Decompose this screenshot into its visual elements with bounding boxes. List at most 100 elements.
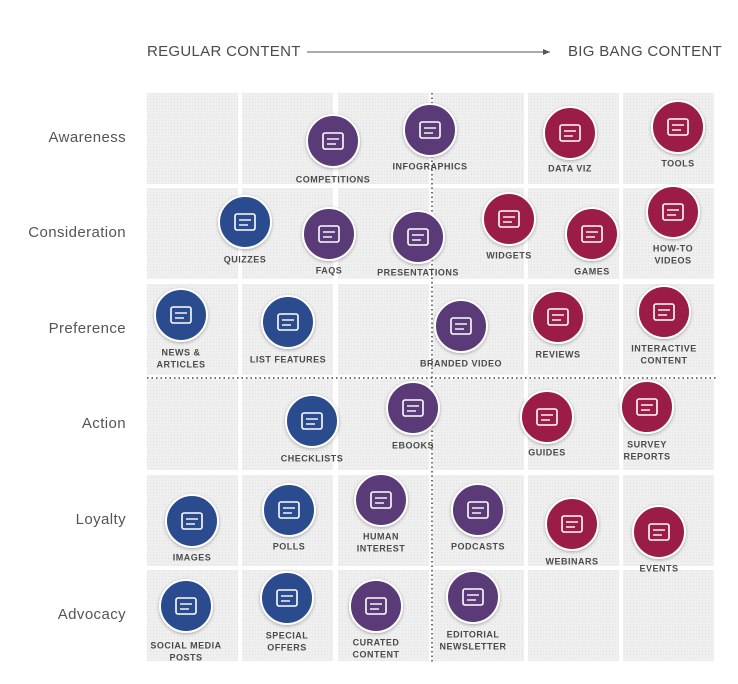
node-icon	[536, 408, 558, 426]
node-icon	[407, 228, 429, 246]
node-circle	[637, 285, 691, 339]
node-icon	[402, 399, 424, 417]
grid	[147, 93, 714, 661]
node-label: FAQS	[316, 265, 343, 275]
node-label: INFOGRAPHICS	[392, 161, 467, 171]
node-icon	[277, 313, 299, 331]
node-icon	[318, 225, 340, 243]
node: NEWS & ARTICLES	[154, 288, 208, 369]
node: QUIZZES	[218, 195, 272, 264]
node-icon	[667, 118, 689, 136]
node-label: EVENTS	[639, 563, 678, 573]
node: PODCASTS	[451, 483, 505, 551]
node-label: IMAGES	[173, 552, 212, 562]
node-icon	[662, 203, 684, 221]
node-label: REPORTS	[623, 451, 670, 461]
node-circle	[543, 106, 597, 160]
node-label: POSTS	[169, 652, 202, 662]
cell	[147, 93, 238, 184]
node-label: WIDGETS	[486, 250, 532, 260]
node-label: ARTICLES	[157, 359, 206, 369]
node-label: OFFERS	[267, 642, 307, 652]
node-label: EDITORIAL	[447, 629, 500, 639]
node: HOW-TO VIDEOS	[646, 185, 700, 265]
node-label: PRESENTATIONS	[377, 267, 459, 277]
node-label: POLLS	[273, 541, 306, 551]
node-icon	[370, 491, 392, 509]
node-circle	[451, 483, 505, 537]
node-label: REVIEWS	[535, 349, 580, 359]
node: LIST FEATURES	[250, 295, 326, 364]
node-icon	[648, 523, 670, 541]
node: SOCIAL MEDIA POSTS	[150, 579, 221, 662]
node: POLLS	[262, 483, 316, 551]
node: SURVEY REPORTS	[620, 380, 674, 461]
node-label: CONTENT	[641, 355, 688, 365]
row-label: Awareness	[48, 129, 126, 146]
node: HUMAN INTEREST	[354, 473, 408, 553]
node-label: TOOLS	[661, 158, 694, 168]
node-label: CURATED	[353, 637, 400, 647]
node: IMAGES	[165, 494, 219, 562]
node-circle	[159, 579, 213, 633]
node-circle	[154, 288, 208, 342]
node-icon	[653, 303, 675, 321]
node-circle	[260, 571, 314, 625]
node-label: QUIZZES	[224, 254, 267, 264]
node-circle	[520, 390, 574, 444]
node-circle	[261, 295, 315, 349]
node-icon	[636, 398, 658, 416]
cell	[433, 379, 524, 470]
header-right: BIG BANG CONTENT	[568, 43, 722, 60]
node-label: CHECKLISTS	[281, 453, 344, 463]
node: EDITORIAL NEWSLETTER	[440, 570, 506, 651]
node-label: BRANDED VIDEO	[420, 358, 502, 368]
node: BRANDED VIDEO	[420, 299, 502, 368]
node-icon	[276, 589, 298, 607]
node-icon	[234, 213, 256, 231]
node-label: LIST FEATURES	[250, 354, 326, 364]
node-circle	[218, 195, 272, 249]
node-icon	[278, 501, 300, 519]
header-left: REGULAR CONTENT	[147, 43, 301, 60]
node: EBOOKS	[386, 381, 440, 450]
node-label: VIDEOS	[654, 255, 691, 265]
cell	[623, 570, 714, 661]
node: WIDGETS	[482, 192, 536, 260]
node-label: NEWS &	[162, 347, 201, 357]
node-circle	[285, 394, 339, 448]
node-label: PODCASTS	[451, 541, 505, 551]
node: SPECIAL OFFERS	[260, 571, 314, 652]
node-icon	[467, 501, 489, 519]
node-label: INTERACTIVE	[631, 343, 697, 353]
row-label: Advocacy	[58, 606, 126, 623]
node-icon	[365, 597, 387, 615]
node-icon	[450, 317, 472, 335]
node: INTERACTIVE CONTENT	[631, 285, 697, 365]
node: DATA VIZ	[543, 106, 597, 173]
node-icon	[301, 412, 323, 430]
node-circle	[531, 290, 585, 344]
node-icon	[175, 597, 197, 615]
node-icon	[547, 308, 569, 326]
node-circle	[391, 210, 445, 264]
node-label: HUMAN	[363, 531, 399, 541]
node-label: INTEREST	[357, 543, 406, 553]
node: COMPETITIONS	[296, 114, 371, 184]
node-circle	[646, 185, 700, 239]
node-label: SURVEY	[627, 439, 667, 449]
row-labels: Awareness Consideration Preference Action Lo…	[28, 129, 126, 623]
node-icon	[581, 225, 603, 243]
node-label: SOCIAL MEDIA	[150, 640, 221, 650]
node: GUIDES	[520, 390, 574, 457]
node-icon	[322, 132, 344, 150]
node: FAQS	[302, 207, 356, 275]
node-label: EBOOKS	[392, 440, 434, 450]
row-label: Action	[82, 415, 126, 432]
node: PRESENTATIONS	[377, 210, 459, 277]
node-label: GAMES	[574, 266, 610, 276]
node-label: COMPETITIONS	[296, 174, 371, 184]
node-icon	[419, 121, 441, 139]
node-circle	[354, 473, 408, 527]
